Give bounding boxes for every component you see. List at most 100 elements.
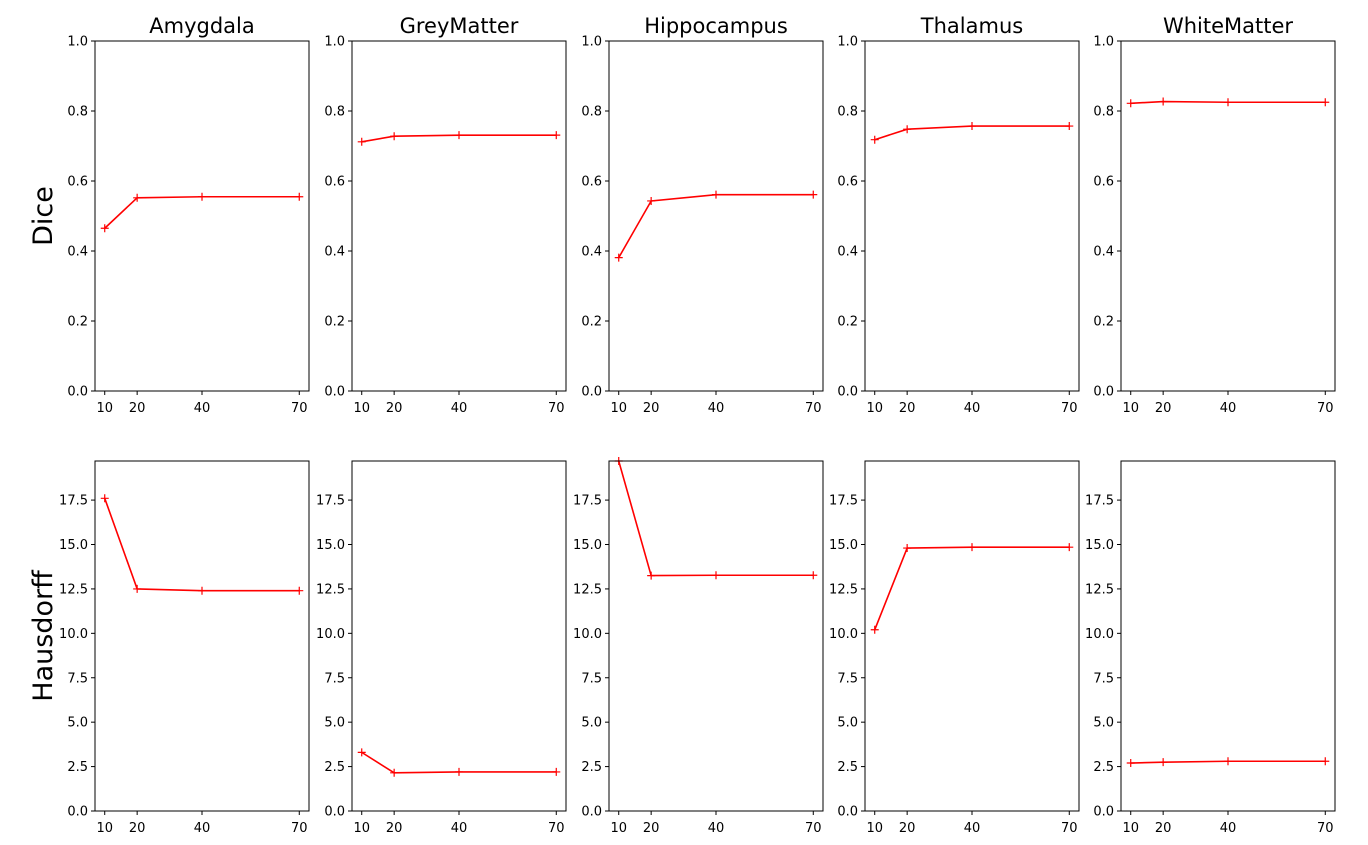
x-tick-label: 40 xyxy=(194,821,211,836)
data-point xyxy=(870,135,879,144)
y-tick-label: 12.5 xyxy=(59,582,88,597)
data-point xyxy=(357,137,366,146)
y-tick-label: 0.8 xyxy=(837,105,858,120)
y-tick-label: 0.0 xyxy=(837,805,858,820)
y-tick-label: 15.0 xyxy=(59,538,88,553)
plot-frame xyxy=(351,40,567,392)
y-tick-label: 0.4 xyxy=(324,245,345,260)
y-tick-label: 10.0 xyxy=(573,627,602,642)
series-line xyxy=(104,195,300,229)
data-point xyxy=(198,586,206,595)
y-tick-label: 5.0 xyxy=(324,716,345,731)
x-tick-label: 70 xyxy=(1061,401,1078,416)
series-line xyxy=(361,751,557,774)
x-tick-label: 70 xyxy=(1317,821,1334,836)
y-tick-label: 2.5 xyxy=(581,760,602,775)
y-tick-label: 0.2 xyxy=(324,315,345,330)
subplot-title: WhiteMatter xyxy=(1163,14,1293,38)
data-point xyxy=(1321,757,1330,766)
y-tick-label: 0.4 xyxy=(67,245,88,260)
subplot-title: GreyMatter xyxy=(400,14,519,38)
x-tick-label: 40 xyxy=(964,821,981,836)
y-tick-label: 0.8 xyxy=(1093,105,1114,120)
data-point xyxy=(903,125,912,134)
x-tick-label: 10 xyxy=(610,821,627,836)
y-tick-label: 0.2 xyxy=(1093,315,1114,330)
data-point xyxy=(357,748,366,757)
plot-frame xyxy=(1120,40,1336,392)
x-tick-label: 40 xyxy=(1220,821,1237,836)
y-tick-label: 15.0 xyxy=(1085,538,1114,553)
series-line xyxy=(874,125,1070,141)
x-tick-label: 20 xyxy=(129,821,146,836)
data-point xyxy=(1065,543,1074,552)
plot-frame xyxy=(864,40,1080,392)
data-point xyxy=(870,625,879,634)
data-point xyxy=(1126,99,1135,108)
y-tick-label: 0.0 xyxy=(1093,385,1114,400)
y-tick-label: 1.0 xyxy=(1093,35,1114,50)
x-tick-label: 10 xyxy=(866,401,883,416)
series-line xyxy=(1130,100,1326,105)
y-tick-label: 12.5 xyxy=(829,582,858,597)
x-tick-label: 70 xyxy=(1061,821,1078,836)
y-tick-label: 5.0 xyxy=(1093,716,1114,731)
y-tick-label: 0.0 xyxy=(324,805,345,820)
subplot-title: Hippocampus xyxy=(644,14,788,38)
plot-frame xyxy=(1120,460,1336,812)
subplot-8: 0.0 2.5 5.0 7.5 10.0 12.5 15.0 17.5 10 20 40 70 xyxy=(573,457,824,836)
x-tick-label: 20 xyxy=(1155,401,1172,416)
y-tick-label: 2.5 xyxy=(837,760,858,775)
x-tick-label: 20 xyxy=(643,821,660,836)
subplot-3: 0.0 0.2 0.4 0.6 0.8 1.0 10 20 40 70 Hippocampus xyxy=(581,14,824,416)
data-point xyxy=(100,224,109,233)
y-tick-label: 10.0 xyxy=(829,627,858,642)
y-tick-label: 1.0 xyxy=(324,35,345,50)
x-tick-label: 10 xyxy=(1122,401,1139,416)
y-axis-label: Dice xyxy=(28,186,59,246)
data-point xyxy=(1065,122,1074,131)
series-line xyxy=(361,134,557,143)
y-tick-label: 0.2 xyxy=(581,315,602,330)
y-tick-label: 10.0 xyxy=(59,627,88,642)
x-tick-label: 40 xyxy=(451,401,468,416)
data-point xyxy=(1126,759,1135,768)
x-tick-label: 10 xyxy=(353,821,370,836)
y-tick-label: 15.0 xyxy=(829,538,858,553)
data-point xyxy=(295,586,304,595)
data-point xyxy=(647,571,656,580)
data-point xyxy=(1321,98,1330,107)
data-point xyxy=(647,196,656,205)
y-tick-label: 0.0 xyxy=(67,805,88,820)
y-tick-label: 5.0 xyxy=(581,716,602,731)
y-tick-label: 2.5 xyxy=(67,760,88,775)
y-tick-label: 7.5 xyxy=(837,671,858,686)
y-tick-label: 0.6 xyxy=(581,175,602,190)
series-line xyxy=(103,498,300,592)
x-tick-label: 70 xyxy=(1317,401,1334,416)
data-point xyxy=(455,767,463,776)
x-tick-label: 10 xyxy=(96,401,113,416)
data-point xyxy=(1159,97,1168,106)
x-tick-label: 10 xyxy=(96,821,113,836)
y-tick-label: 0.8 xyxy=(324,105,345,120)
subplot-2: 0.0 0.2 0.4 0.6 0.8 1.0 10 20 40 70 GreyMatter xyxy=(324,14,567,416)
data-point xyxy=(133,193,142,202)
data-point xyxy=(198,192,206,201)
y-tick-label: 7.5 xyxy=(581,671,602,686)
y-tick-label: 0.6 xyxy=(837,175,858,190)
x-tick-label: 10 xyxy=(610,401,627,416)
subplot-title: Amygdala xyxy=(149,14,254,38)
subplot-title: Thalamus xyxy=(920,14,1023,38)
y-tick-label: 0.0 xyxy=(581,805,602,820)
x-tick-label: 40 xyxy=(708,821,725,836)
data-point xyxy=(809,190,818,199)
x-tick-label: 70 xyxy=(548,821,565,836)
y-tick-label: 0.6 xyxy=(1093,175,1114,190)
x-tick-label: 70 xyxy=(805,821,822,836)
x-tick-label: 20 xyxy=(643,401,660,416)
y-tick-label: 17.5 xyxy=(829,494,858,509)
y-tick-label: 7.5 xyxy=(67,671,88,686)
data-point xyxy=(552,131,561,140)
